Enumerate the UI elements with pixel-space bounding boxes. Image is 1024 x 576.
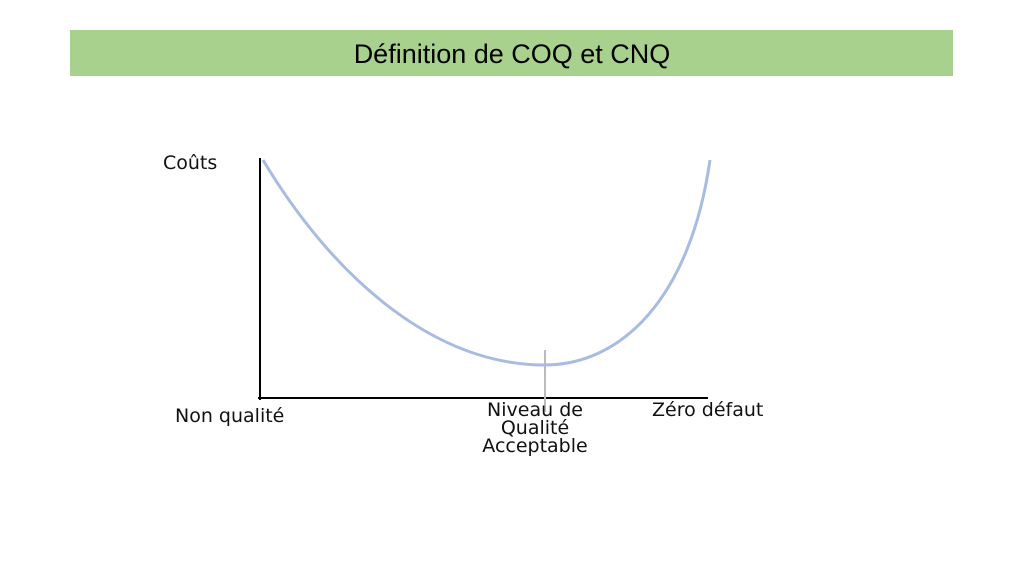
x-label-middle: Acceptable xyxy=(482,435,587,457)
x-label-middle: Niveau de xyxy=(487,399,583,421)
title-bar xyxy=(70,30,953,76)
slide-title: Définition de COQ et CNQ xyxy=(354,39,671,69)
x-label-right: Zéro défaut xyxy=(652,399,763,421)
y-axis-label: Coûts xyxy=(163,152,217,174)
x-label-left: Non qualité xyxy=(175,405,284,427)
x-label-middle: Qualité xyxy=(501,417,569,439)
cost-curve xyxy=(261,159,712,367)
